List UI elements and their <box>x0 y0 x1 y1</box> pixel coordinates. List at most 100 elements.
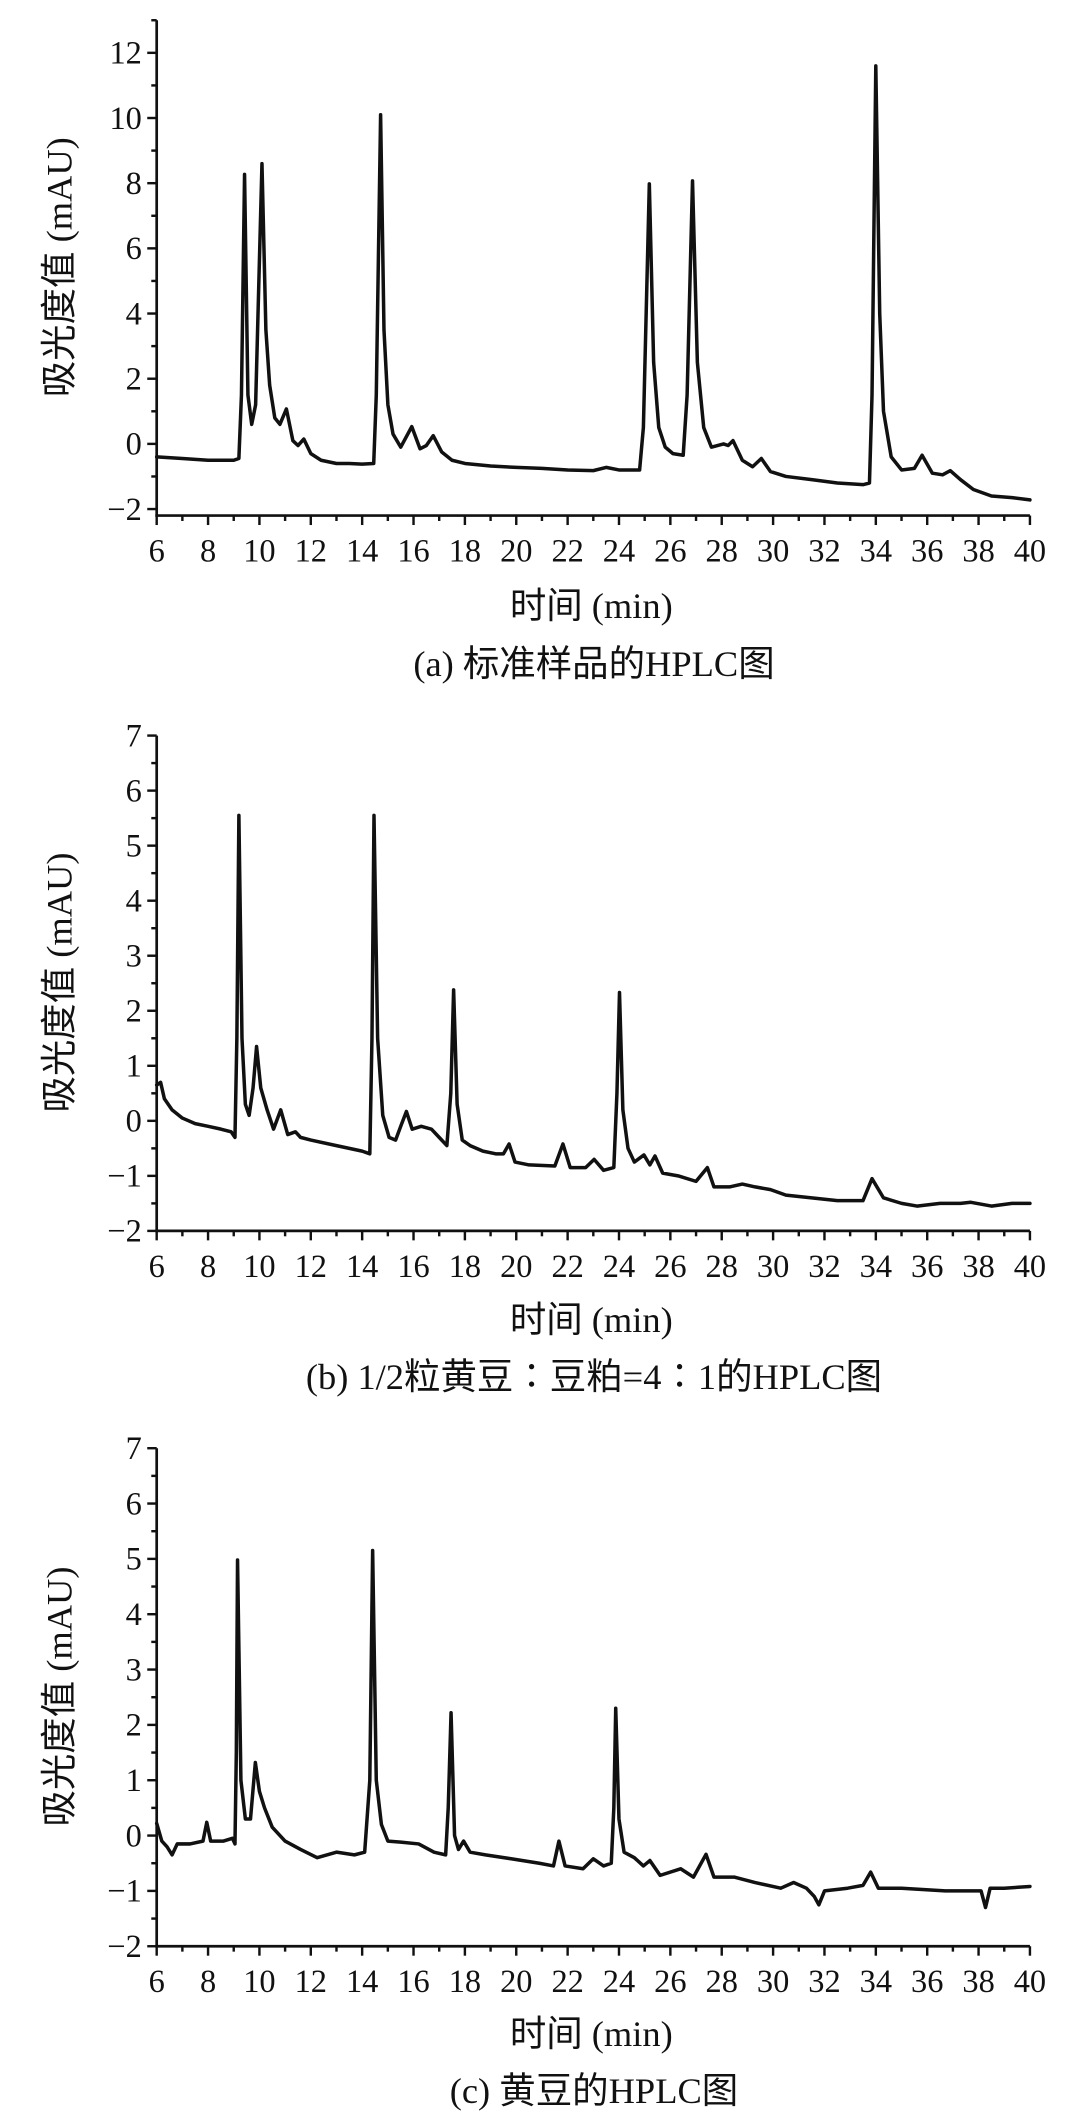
x-tick-label: 26 <box>654 1249 686 1285</box>
x-tick-label: 16 <box>397 1964 429 2000</box>
x-tick-label: 6 <box>149 1249 165 1285</box>
x-tick-label: 14 <box>346 1964 378 2000</box>
y-tick-label: 1 <box>126 1763 142 1799</box>
x-tick-label: 32 <box>808 533 840 569</box>
x-tick-label: 24 <box>603 1964 635 2000</box>
x-tick-label: 10 <box>243 1964 275 2000</box>
x-tick-label: 34 <box>860 533 892 569</box>
y-tick-label: −2 <box>107 1214 141 1250</box>
plot-area-a: 6 8 10 12 14 16 18 20 22 24 26 28 30 32 34 36 38 40−20246… <box>107 19 1046 569</box>
y-tick-label: 7 <box>126 1431 142 1467</box>
x-axis-label: 时间 (min) <box>510 586 673 626</box>
x-tick-label: 16 <box>397 1249 429 1285</box>
y-tick-label: 0 <box>126 1104 142 1140</box>
y-tick-label: 3 <box>126 1652 142 1688</box>
y-tick-label: 0 <box>126 427 142 463</box>
x-tick-label: 24 <box>603 533 635 569</box>
plot-area-b: 6 8 10 12 14 16 18 20 22 24 26 28 30 32 34 36 38 40−2−101… <box>107 718 1046 1284</box>
x-tick-label: 30 <box>757 1964 789 2000</box>
x-tick-label: 8 <box>200 1964 216 2000</box>
y-tick-label: 4 <box>126 883 142 919</box>
x-tick-label: 8 <box>200 533 216 569</box>
y-tick-label: 2 <box>126 1708 142 1744</box>
x-tick-label: 20 <box>500 1249 532 1285</box>
y-tick-label: 10 <box>109 101 141 137</box>
x-tick-label: 20 <box>500 533 532 569</box>
x-tick-label: 36 <box>911 1249 943 1285</box>
y-tick-label: 6 <box>126 231 142 267</box>
chart-panel-c: 6 8 10 12 14 16 18 20 22 24 26 28 30 32 34 36 38 40−2−101… <box>40 1431 1047 2111</box>
y-tick-label: 4 <box>126 1597 142 1633</box>
x-tick-label: 18 <box>449 1964 481 2000</box>
x-tick-label: 12 <box>295 1964 327 2000</box>
x-tick-label: 26 <box>654 533 686 569</box>
x-tick-label: 36 <box>911 1964 943 2000</box>
series-line <box>154 813 1032 1208</box>
y-tick-label: 6 <box>126 1486 142 1522</box>
y-tick-label: −1 <box>107 1874 141 1910</box>
x-tick-label: 34 <box>860 1249 892 1285</box>
x-tick-label: 24 <box>603 1249 635 1285</box>
y-tick-label: −2 <box>107 492 141 528</box>
x-tick-label: 10 <box>243 533 275 569</box>
y-tick-label: 5 <box>126 828 142 864</box>
x-tick-label: 40 <box>1014 1249 1046 1285</box>
x-tick-label: 34 <box>860 1964 892 2000</box>
x-tick-label: 8 <box>200 1249 216 1285</box>
y-tick-label: −2 <box>107 1929 141 1965</box>
y-tick-label: 2 <box>126 362 142 398</box>
plot-area-c: 6 8 10 12 14 16 18 20 22 24 26 28 30 32 34 36 38 40−2−101… <box>107 1431 1046 2000</box>
chart-panel-b: 6 8 10 12 14 16 18 20 22 24 26 28 30 32 34 36 38 40−2−101… <box>40 718 1047 1396</box>
y-tick-label: 12 <box>109 36 141 72</box>
y-tick-label: 0 <box>126 1818 142 1854</box>
y-tick-label: 3 <box>126 939 142 975</box>
x-tick-label: 20 <box>500 1964 532 2000</box>
x-tick-label: 38 <box>962 1964 994 2000</box>
x-tick-label: 26 <box>654 1964 686 2000</box>
x-tick-label: 22 <box>551 1964 583 2000</box>
series-line <box>154 64 1032 502</box>
figure-caption: (c) 黄豆的HPLC图 <box>450 2071 738 2111</box>
x-tick-label: 38 <box>962 1249 994 1285</box>
y-tick-label: 8 <box>126 166 142 202</box>
x-tick-label: 16 <box>397 533 429 569</box>
x-tick-label: 14 <box>346 533 378 569</box>
x-tick-label: 6 <box>149 533 165 569</box>
y-axis-label: 吸光度值 (mAU) <box>40 853 80 1113</box>
x-tick-label: 14 <box>346 1249 378 1285</box>
x-tick-label: 18 <box>449 533 481 569</box>
x-tick-label: 36 <box>911 533 943 569</box>
y-axis-label: 吸光度值 (mAU) <box>40 137 80 397</box>
y-tick-label: 2 <box>126 994 142 1030</box>
y-tick-label: 4 <box>126 296 142 332</box>
x-tick-label: 10 <box>243 1249 275 1285</box>
x-tick-label: 32 <box>808 1964 840 2000</box>
x-tick-label: 30 <box>757 533 789 569</box>
x-tick-label: 40 <box>1014 1964 1046 2000</box>
y-tick-label: 6 <box>126 773 142 809</box>
x-tick-label: 18 <box>449 1249 481 1285</box>
figure-caption: (a) 标准样品的HPLC图 <box>413 644 774 684</box>
x-tick-label: 12 <box>295 533 327 569</box>
x-tick-label: 22 <box>551 1249 583 1285</box>
x-tick-label: 32 <box>808 1249 840 1285</box>
x-tick-label: 28 <box>706 1964 738 2000</box>
y-tick-label: 1 <box>126 1049 142 1085</box>
x-tick-label: 6 <box>149 1964 165 2000</box>
x-tick-label: 28 <box>706 533 738 569</box>
x-axis-label: 时间 (min) <box>510 2014 673 2054</box>
x-tick-label: 22 <box>551 533 583 569</box>
x-tick-label: 40 <box>1014 533 1046 569</box>
x-axis-label: 时间 (min) <box>510 1300 673 1340</box>
x-tick-label: 28 <box>706 1249 738 1285</box>
series-line <box>154 1548 1032 1910</box>
x-tick-label: 30 <box>757 1249 789 1285</box>
y-tick-label: 7 <box>126 718 142 754</box>
chart-panel-a: 6 8 10 12 14 16 18 20 22 24 26 28 30 32 34 36 38 40−20246… <box>40 19 1046 684</box>
y-axis-label: 吸光度值 (mAU) <box>40 1566 80 1826</box>
figure-caption: (b) 1/2粒黄豆∶豆粕=4∶1的HPLC图 <box>306 1357 882 1397</box>
y-tick-label: 5 <box>126 1542 142 1578</box>
x-tick-label: 38 <box>962 533 994 569</box>
x-tick-label: 12 <box>295 1249 327 1285</box>
